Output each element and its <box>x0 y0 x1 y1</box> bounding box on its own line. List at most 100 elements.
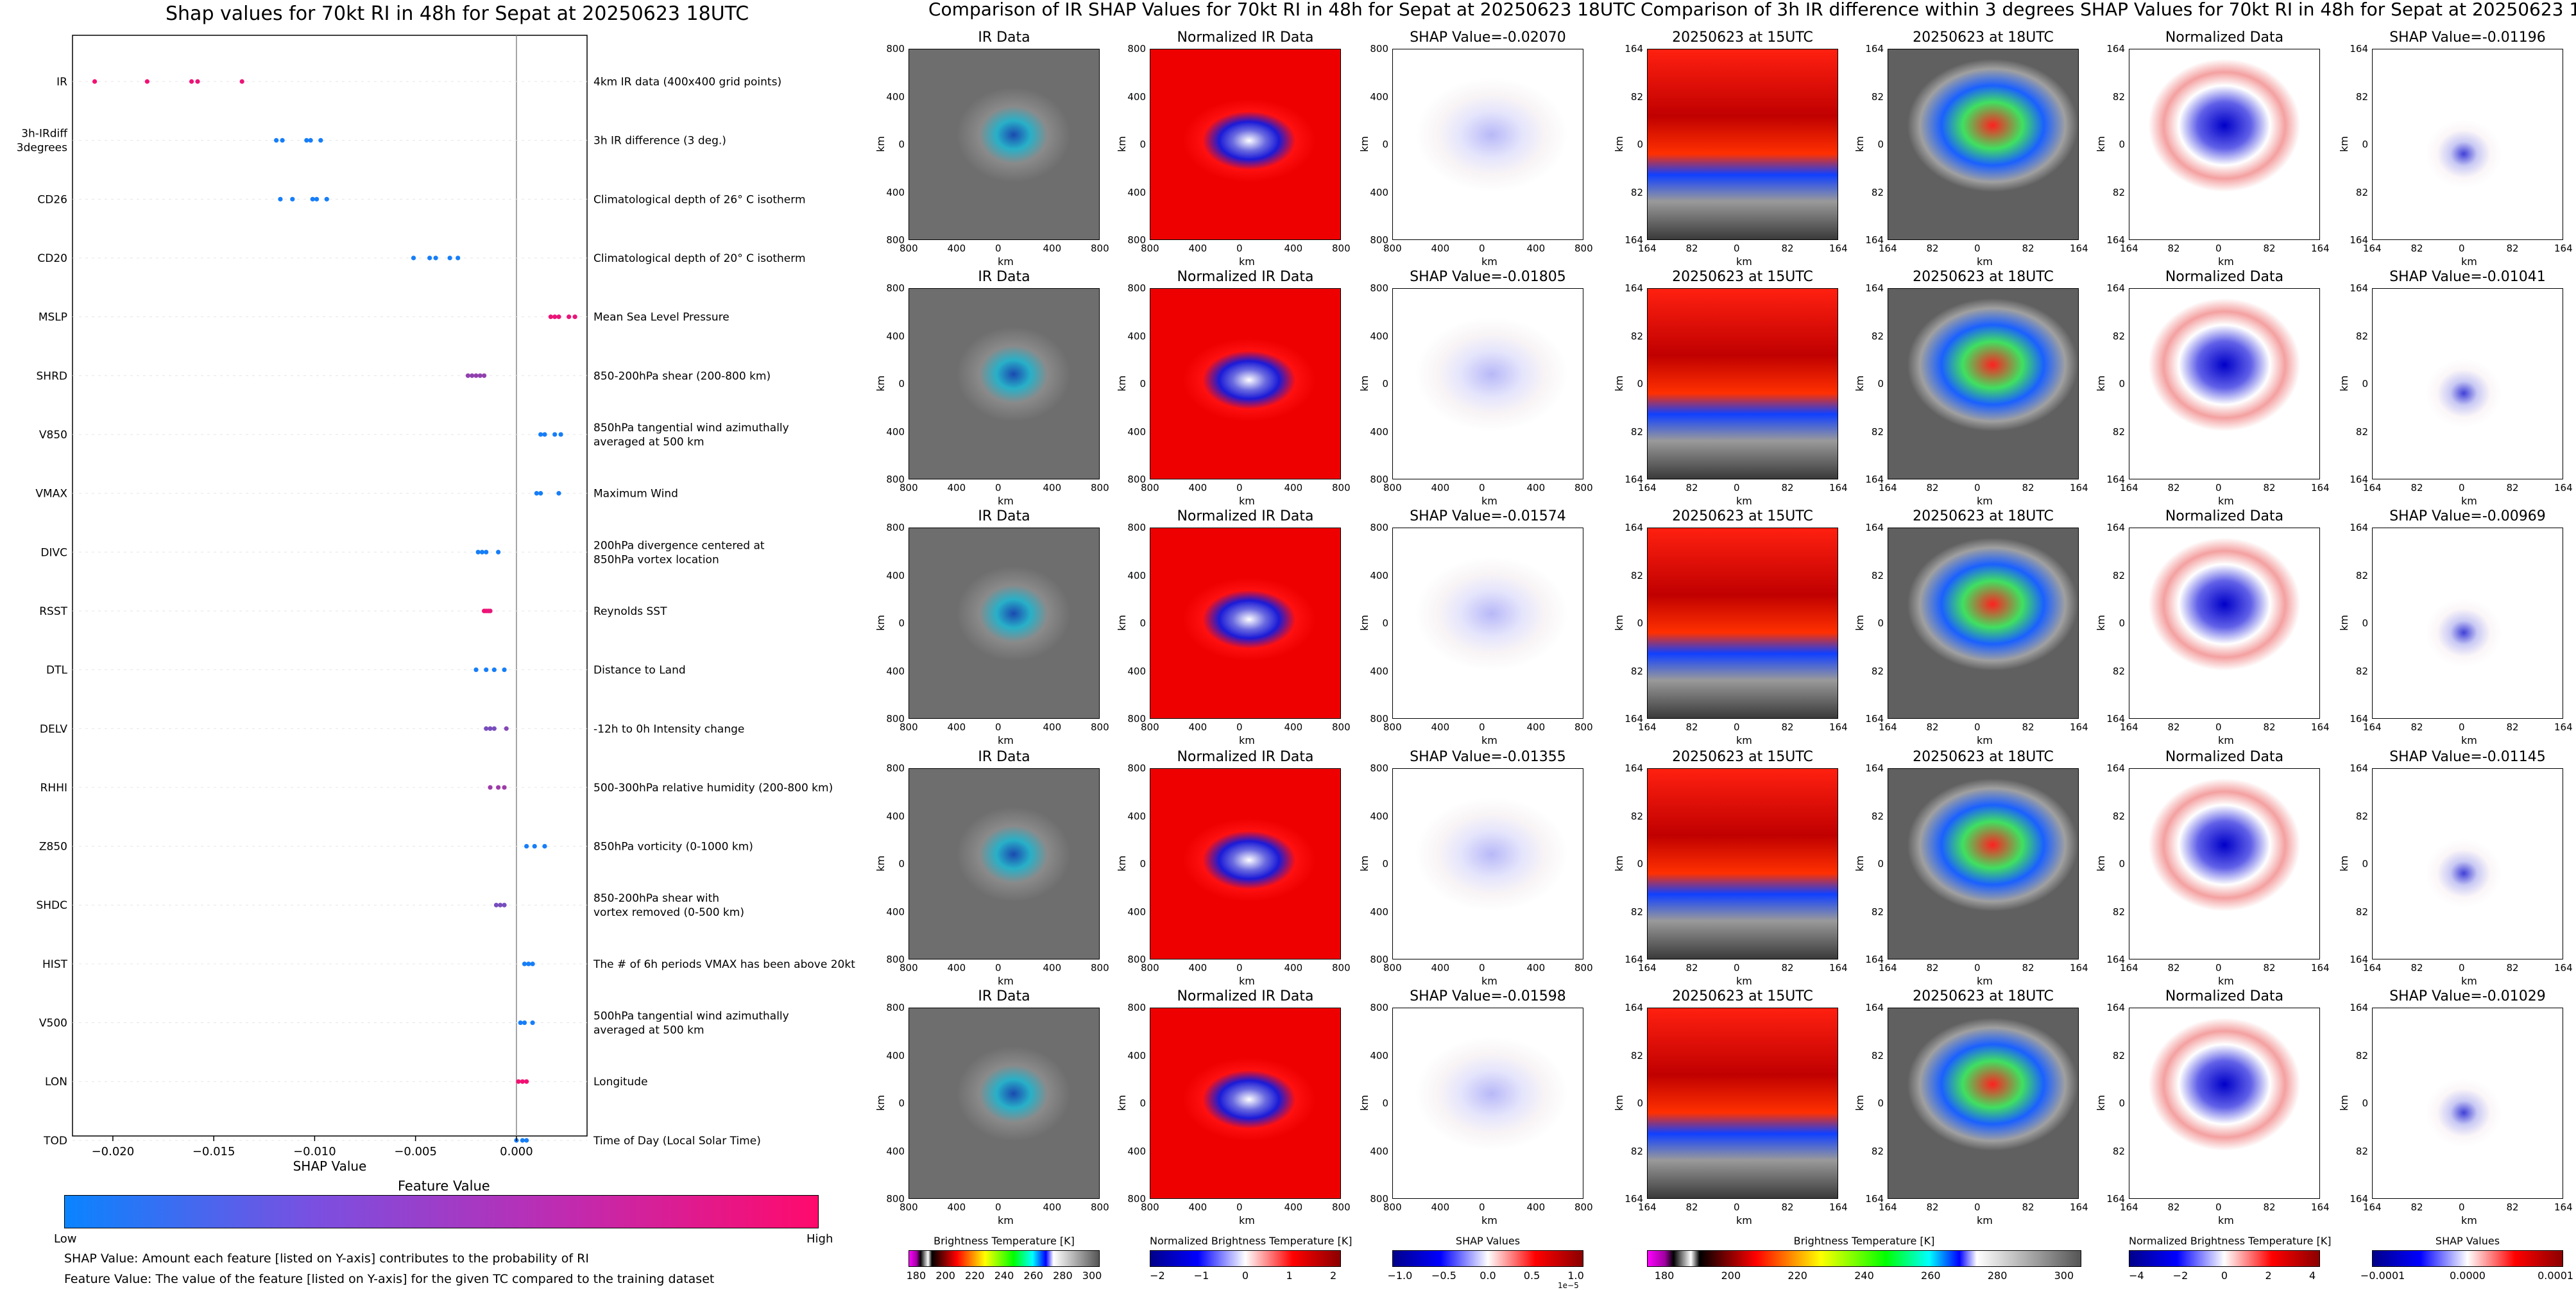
feature-description: 850hPa tangential wind azimuthally <box>593 422 789 434</box>
x-tick-label: 400 <box>1431 243 1450 254</box>
x-tick-label: 0 <box>1479 1201 1485 1213</box>
y-axis-label: km <box>2337 136 2350 152</box>
x-tick-label: 400 <box>1188 243 1207 254</box>
y-tick-label: 0 <box>2362 139 2368 150</box>
x-tick-label: 0 <box>1734 962 1740 974</box>
y-tick-label: 0 <box>2119 858 2125 870</box>
y-tick-label: 0 <box>898 378 905 390</box>
y-tick-label: 400 <box>1370 569 1388 581</box>
x-tick-label: 0 <box>1236 243 1243 254</box>
x-tick-label: 0 <box>2215 1201 2222 1213</box>
y-tick-label: 164 <box>1625 522 1643 533</box>
shap-point <box>520 1138 525 1143</box>
panel-title: Normalized IR Data <box>1177 508 1314 524</box>
x-tick-label: 164 <box>2363 721 2382 733</box>
x-tick-label: 82 <box>2506 482 2519 494</box>
colorbar-tick-label: −2 <box>2172 1269 2188 1282</box>
y-tick-label: 164 <box>1625 234 1643 246</box>
shap-point <box>456 255 461 261</box>
x-tick-label: 82 <box>2263 243 2276 254</box>
image-panel: IR Data 800 400 0 400 800 800 400 0 400 800 km km <box>874 749 1109 987</box>
image-panel: Normalized IR Data 800 400 0 400 800 800 400 0 40… <box>1116 749 1351 987</box>
panel-image <box>1150 288 1341 479</box>
x-tick-label: 0 <box>2215 721 2222 733</box>
y-axis-label: km <box>1115 375 1128 391</box>
shap-point <box>518 1020 523 1026</box>
y-tick-label: 800 <box>1370 713 1388 725</box>
x-axis-label: km <box>1977 495 1993 507</box>
y-tick-label: 82 <box>2355 90 2368 103</box>
y-tick-label: 82 <box>1630 665 1643 677</box>
shap-point <box>278 196 283 202</box>
y-tick-label: 400 <box>1127 810 1146 822</box>
colorbar-tick-label: 240 <box>994 1269 1014 1282</box>
x-tick-label: 0 <box>1236 482 1243 494</box>
image-panel: SHAP Value=-0.01355 800 400 0 400 800 800 400 0 4… <box>1358 749 1593 987</box>
y-tick-label: 400 <box>1127 330 1146 342</box>
shap-point <box>475 549 481 555</box>
y-tick-label: 164 <box>1865 522 1884 533</box>
feature-label: 3degrees <box>17 142 67 155</box>
y-tick-label: 82 <box>2355 1049 2368 1062</box>
y-tick-label: 400 <box>1370 1049 1388 1062</box>
shap-point <box>538 491 543 496</box>
shap-point <box>522 1020 527 1026</box>
shap-point <box>524 843 529 849</box>
y-axis-label: km <box>2094 375 2107 391</box>
x-axis-label: km <box>1239 734 1255 746</box>
shap-point <box>548 314 553 320</box>
feature-description: Climatological depth of 20° C isotherm <box>593 252 806 265</box>
colorbar-tick-label: 300 <box>1082 1269 1102 1282</box>
x-tick-label: 400 <box>947 243 966 254</box>
shap-point <box>532 843 537 849</box>
y-tick-label: 82 <box>1871 665 1884 677</box>
x-tick-label: 82 <box>2410 482 2423 494</box>
x-tick-label: 82 <box>2506 1201 2519 1213</box>
x-axis-label: km <box>2461 255 2477 268</box>
y-tick-label: 800 <box>1127 234 1146 246</box>
y-tick-label: 400 <box>1370 1145 1388 1157</box>
y-tick-label: 800 <box>1127 1002 1146 1013</box>
panel-title: 20250623 at 18UTC <box>1913 508 2054 524</box>
feature-label: CD26 <box>37 193 67 206</box>
panel-image <box>2129 528 2320 719</box>
panel-image <box>1647 288 1838 479</box>
x-tick-label: 0 <box>995 721 1002 733</box>
shap-point <box>552 432 558 437</box>
x-tick-label: 800 <box>1574 962 1593 974</box>
y-tick-label: 800 <box>1127 282 1146 294</box>
y-tick-label: 82 <box>2112 186 2125 198</box>
y-tick-label: 800 <box>886 954 905 965</box>
x-axis-label: km <box>1736 734 1752 746</box>
y-tick-label: 0 <box>1139 858 1146 870</box>
x-tick-label: 0 <box>1479 721 1485 733</box>
y-axis-label: km <box>1612 856 1625 872</box>
feature-label: MSLP <box>38 311 67 324</box>
y-tick-label: 82 <box>2112 906 2125 918</box>
panel-title: 20250623 at 15UTC <box>1672 749 1813 765</box>
x-tick-label: 400 <box>1526 721 1546 733</box>
y-tick-label: 800 <box>886 762 905 774</box>
x-tick-label: 82 <box>2022 721 2034 733</box>
colorbar <box>1150 1250 1341 1267</box>
feature-label: 3h-IRdiff <box>21 128 68 141</box>
y-tick-label: 800 <box>1370 43 1388 55</box>
colorbar <box>2372 1250 2563 1267</box>
colorbar-tick-label: 0 <box>2221 1269 2228 1282</box>
y-tick-label: 400 <box>886 1049 905 1062</box>
y-tick-label: 0 <box>1139 617 1146 629</box>
feature-description: vortex removed (0-500 km) <box>593 906 744 919</box>
colorbar-tick-label: 200 <box>1721 1269 1741 1282</box>
y-tick-label: 164 <box>1865 234 1884 246</box>
shap-point <box>195 79 200 84</box>
y-tick-label: 400 <box>1370 665 1388 677</box>
shap-point <box>491 726 497 731</box>
shap-point <box>493 902 499 907</box>
y-tick-label: 0 <box>2119 378 2125 390</box>
shap-point <box>314 196 320 202</box>
x-tick-label: 82 <box>1685 482 1698 494</box>
y-tick-label: 800 <box>1127 522 1146 533</box>
x-axis-label: km <box>2218 255 2234 268</box>
x-tick-label: 0 <box>1734 721 1740 733</box>
